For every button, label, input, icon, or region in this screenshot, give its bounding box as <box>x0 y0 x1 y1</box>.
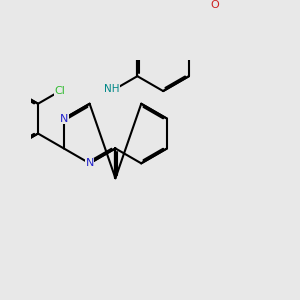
Text: N: N <box>60 114 68 124</box>
Text: O: O <box>210 0 219 10</box>
Text: Cl: Cl <box>55 86 65 96</box>
Text: N: N <box>85 158 94 168</box>
Text: NH: NH <box>104 84 120 94</box>
